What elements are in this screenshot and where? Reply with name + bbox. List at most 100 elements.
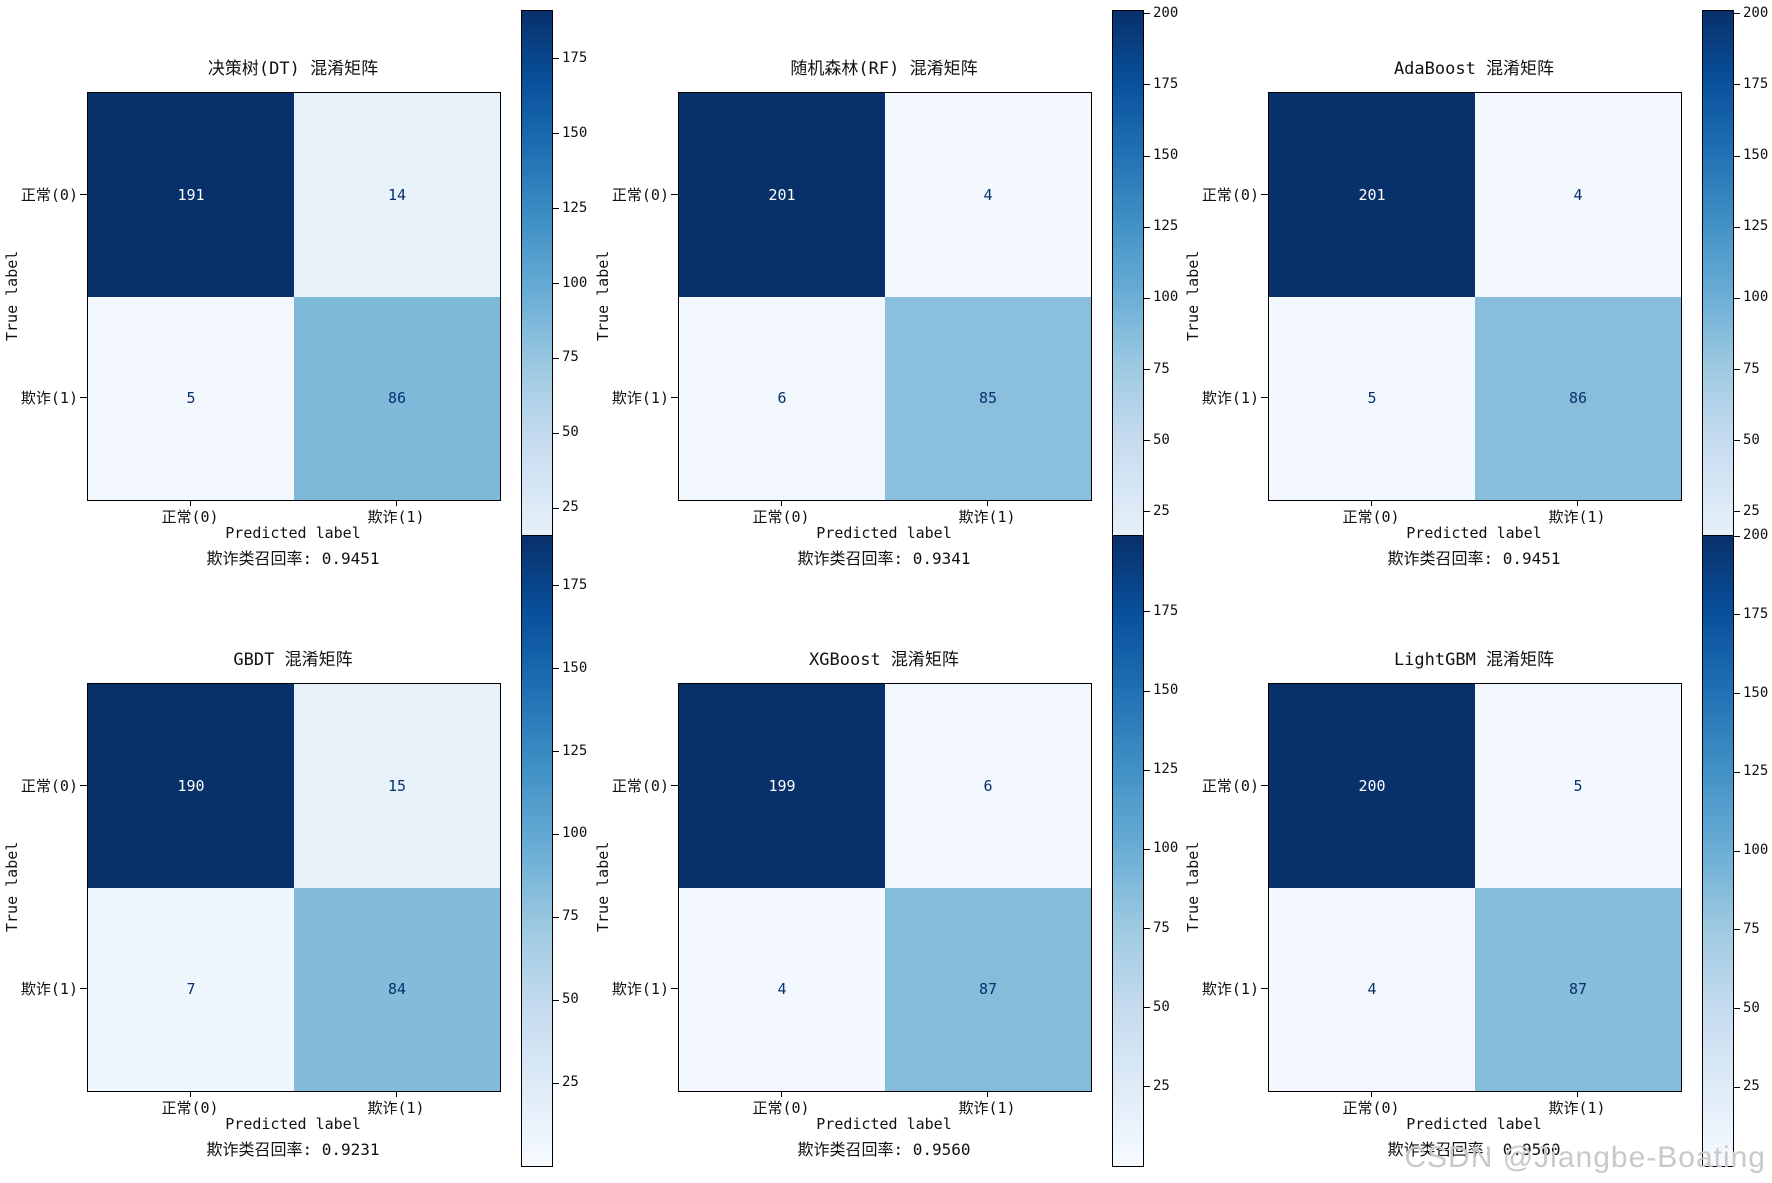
- cell-value: 199: [768, 776, 796, 795]
- colorbar-tick-mark: [552, 668, 559, 670]
- x-tick-mark: [1371, 1091, 1372, 1097]
- colorbar-tick-mark: [552, 432, 559, 434]
- matrix-cell: 87: [1475, 887, 1681, 1091]
- y-axis-label: True label: [1184, 841, 1202, 932]
- colorbar-tick-label: 25: [1153, 1077, 1170, 1094]
- y-tick-label: 正常(0): [611, 186, 669, 204]
- x-tick-label: 欺诈(1): [958, 1099, 1016, 1117]
- colorbar-tick-mark: [1143, 769, 1150, 771]
- matrix-cell: 6: [679, 296, 885, 500]
- x-tick-label: 欺诈(1): [1548, 1099, 1606, 1117]
- colorbar-tick-mark: [552, 916, 559, 918]
- confusion-matrix: 200 5 4 87: [1268, 683, 1682, 1092]
- cell-value: 4: [1367, 980, 1377, 999]
- recall-footnote: 欺诈类召回率: 0.9560: [1387, 1140, 1561, 1159]
- x-tick-mark: [190, 500, 191, 506]
- cell-value: 87: [978, 980, 998, 999]
- x-tick-label: 欺诈(1): [1548, 508, 1606, 526]
- colorbar-tick-label: 175: [1153, 602, 1179, 619]
- colorbar-tick-label: 150: [1153, 147, 1179, 164]
- subplot-gbdt: GBDT 混淆矩阵 True label 正常(0) 欺诈(1) 190 15 …: [0, 535, 590, 1183]
- matrix-cell: 4: [679, 887, 885, 1091]
- colorbar-tick-mark: [552, 751, 559, 753]
- colorbar-tick-mark: [1733, 693, 1740, 694]
- cell-value: 4: [1573, 185, 1583, 204]
- colorbar-tick-label: 150: [562, 659, 588, 676]
- cell-value: 200: [1358, 776, 1386, 795]
- colorbar-tick-label: 75: [1153, 919, 1170, 936]
- colorbar-tick-label: 175: [1153, 75, 1179, 92]
- cell-value: 5: [1573, 776, 1583, 795]
- colorbar-tick-mark: [1143, 13, 1150, 15]
- csdn-watermark: CSDN @Jiangbe-Boating: [1404, 1141, 1766, 1174]
- x-axis-label: Predicted label: [1406, 524, 1542, 542]
- confusion-matrix: 199 6 4 87: [678, 683, 1092, 1092]
- colorbar-tick-mark: [1733, 929, 1740, 931]
- colorbar-tick-label: 100: [1743, 289, 1769, 306]
- x-tick-label: 正常(0): [1342, 508, 1400, 526]
- x-tick-label: 正常(0): [752, 1099, 810, 1117]
- recall-footnote: 欺诈类召回率: 0.9560: [797, 1140, 971, 1159]
- matrix-cell: 86: [1475, 296, 1681, 500]
- colorbar-tick-label: 125: [1153, 761, 1179, 778]
- x-tick-mark: [987, 500, 988, 506]
- colorbar-tick-label: 25: [1153, 502, 1170, 519]
- cell-value: 87: [1568, 980, 1588, 999]
- colorbar-tick-mark: [552, 1082, 559, 1084]
- colorbar-tick-mark: [1143, 690, 1150, 692]
- colorbar-tick-label: 25: [562, 499, 579, 516]
- recall-footnote: 欺诈类召回率: 0.9341: [797, 549, 971, 568]
- colorbar-tick-mark: [1733, 369, 1740, 371]
- matrix-cell: 4: [885, 93, 1091, 297]
- colorbar-tick-label: 150: [1743, 684, 1769, 701]
- matrix-cell: 86: [294, 296, 500, 500]
- colorbar-tick-label: 175: [1743, 605, 1769, 622]
- colorbar-tick-label: 25: [1743, 502, 1760, 519]
- y-tick-label: 欺诈(1): [611, 980, 669, 998]
- colorbar-tick-label: 150: [562, 124, 588, 141]
- colorbar-tick-label: 50: [1743, 431, 1760, 448]
- colorbar: 25 50 75 100 125 150 175: [521, 10, 587, 584]
- y-tick-mark: [671, 194, 678, 195]
- y-tick-mark: [80, 988, 87, 989]
- colorbar-tick-mark: [552, 208, 559, 210]
- matrix-cell: 84: [294, 887, 500, 1091]
- cell-value: 4: [777, 980, 787, 999]
- colorbar-tick-mark: [552, 585, 559, 587]
- colorbar-tick-mark: [1733, 440, 1740, 442]
- confusion-matrix: 201 4 6 85: [678, 92, 1092, 501]
- colorbar-tick-mark: [552, 58, 559, 60]
- y-tick-label: 正常(0): [20, 777, 78, 795]
- y-tick-mark: [80, 785, 87, 786]
- colorbar: 25 50 75 100 125 150 175 200: [1112, 5, 1178, 584]
- colorbar-tick-mark: [552, 283, 559, 285]
- colorbar-tick-label: 125: [562, 199, 588, 216]
- colorbar-tick-mark: [1733, 1008, 1740, 1009]
- matrix-cell: 201: [679, 93, 885, 297]
- cell-value: 86: [387, 389, 407, 408]
- y-tick-mark: [1261, 988, 1268, 989]
- colorbar-tick-label: 75: [562, 908, 579, 925]
- subplot-title: 决策树(DT) 混淆矩阵: [207, 59, 379, 79]
- cell-value: 85: [978, 389, 998, 408]
- subplot-lightgbm: LightGBM 混淆矩阵 True label 正常(0) 欺诈(1) 200…: [1181, 527, 1771, 1183]
- colorbar: 25 50 75 100 125 150 175 200: [1702, 5, 1768, 584]
- matrix-cell: 7: [88, 887, 294, 1091]
- matrix-cell: 4: [1269, 887, 1475, 1091]
- y-tick-label: 欺诈(1): [20, 389, 78, 407]
- recall-footnote: 欺诈类召回率: 0.9451: [1387, 549, 1561, 568]
- y-tick-mark: [1261, 194, 1268, 195]
- matrix-cell: 200: [1269, 684, 1475, 888]
- colorbar-tick-mark: [1733, 84, 1740, 86]
- y-tick-mark: [1261, 785, 1268, 786]
- colorbar-tick-label: 125: [1743, 763, 1769, 780]
- x-tick-label: 欺诈(1): [958, 508, 1016, 526]
- colorbar-ticks: 25 50 75 100 125 150 175 200: [1703, 527, 1768, 1166]
- y-axis-label: True label: [594, 250, 612, 341]
- colorbar-tick-label: 50: [562, 424, 579, 441]
- colorbar-tick-mark: [552, 833, 559, 835]
- subplot-title: AdaBoost 混淆矩阵: [1393, 59, 1555, 79]
- matrix-cell: 85: [885, 296, 1091, 500]
- y-tick-mark: [671, 397, 678, 398]
